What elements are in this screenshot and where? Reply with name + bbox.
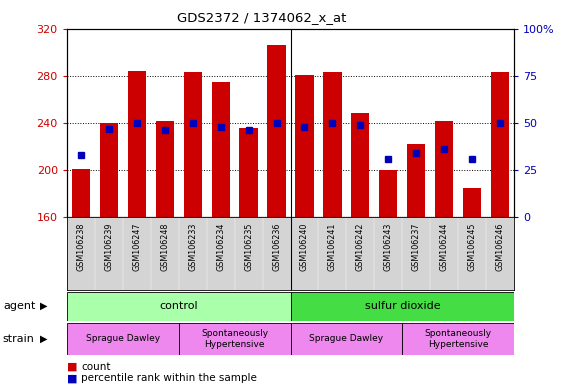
Text: GSM106246: GSM106246 xyxy=(496,223,505,271)
Bar xyxy=(184,72,202,217)
Text: Sprague Dawley: Sprague Dawley xyxy=(85,334,160,343)
Text: GSM106247: GSM106247 xyxy=(132,223,141,271)
Text: control: control xyxy=(159,301,198,311)
Bar xyxy=(463,187,481,217)
Text: GSM106242: GSM106242 xyxy=(356,223,365,271)
Text: GSM106243: GSM106243 xyxy=(384,223,393,271)
Bar xyxy=(407,144,425,217)
Text: GSM106234: GSM106234 xyxy=(216,223,225,271)
Text: percentile rank within the sample: percentile rank within the sample xyxy=(81,373,257,383)
Text: agent: agent xyxy=(3,301,35,311)
Text: ▶: ▶ xyxy=(40,334,47,344)
Text: GSM106238: GSM106238 xyxy=(76,223,85,271)
Bar xyxy=(100,123,118,217)
Bar xyxy=(324,72,342,217)
Bar xyxy=(290,292,514,321)
Text: sulfur dioxide: sulfur dioxide xyxy=(364,301,440,311)
Text: Sprague Dawley: Sprague Dawley xyxy=(309,334,383,343)
Bar xyxy=(239,127,257,217)
Text: GSM106235: GSM106235 xyxy=(244,223,253,271)
Bar xyxy=(156,121,174,217)
Bar xyxy=(352,114,370,217)
Text: GSM106233: GSM106233 xyxy=(188,223,197,271)
Text: ■: ■ xyxy=(67,373,77,383)
Bar xyxy=(67,323,179,355)
Text: GSM106244: GSM106244 xyxy=(440,223,449,271)
Text: ▶: ▶ xyxy=(40,301,47,311)
Text: GSM106248: GSM106248 xyxy=(160,223,169,271)
Text: GDS2372 / 1374062_x_at: GDS2372 / 1374062_x_at xyxy=(177,12,346,25)
Text: Spontaneously
Hypertensive: Spontaneously Hypertensive xyxy=(201,329,268,349)
Text: GSM106237: GSM106237 xyxy=(412,223,421,271)
Text: GSM106236: GSM106236 xyxy=(272,223,281,271)
Bar xyxy=(435,121,453,217)
Bar xyxy=(211,82,229,217)
Text: GSM106245: GSM106245 xyxy=(468,223,477,271)
Bar xyxy=(179,323,290,355)
Text: GSM106241: GSM106241 xyxy=(328,223,337,271)
Bar xyxy=(290,323,403,355)
Bar xyxy=(295,74,314,217)
Bar xyxy=(267,45,286,217)
Bar xyxy=(403,323,514,355)
Text: GSM106239: GSM106239 xyxy=(104,223,113,271)
Text: count: count xyxy=(81,362,111,372)
Text: GSM106240: GSM106240 xyxy=(300,223,309,271)
Text: Spontaneously
Hypertensive: Spontaneously Hypertensive xyxy=(425,329,492,349)
Bar xyxy=(379,170,397,217)
Bar xyxy=(491,72,510,217)
Text: strain: strain xyxy=(3,334,35,344)
Text: ■: ■ xyxy=(67,362,77,372)
Bar xyxy=(67,292,290,321)
Bar xyxy=(128,71,146,217)
Bar xyxy=(71,169,90,217)
